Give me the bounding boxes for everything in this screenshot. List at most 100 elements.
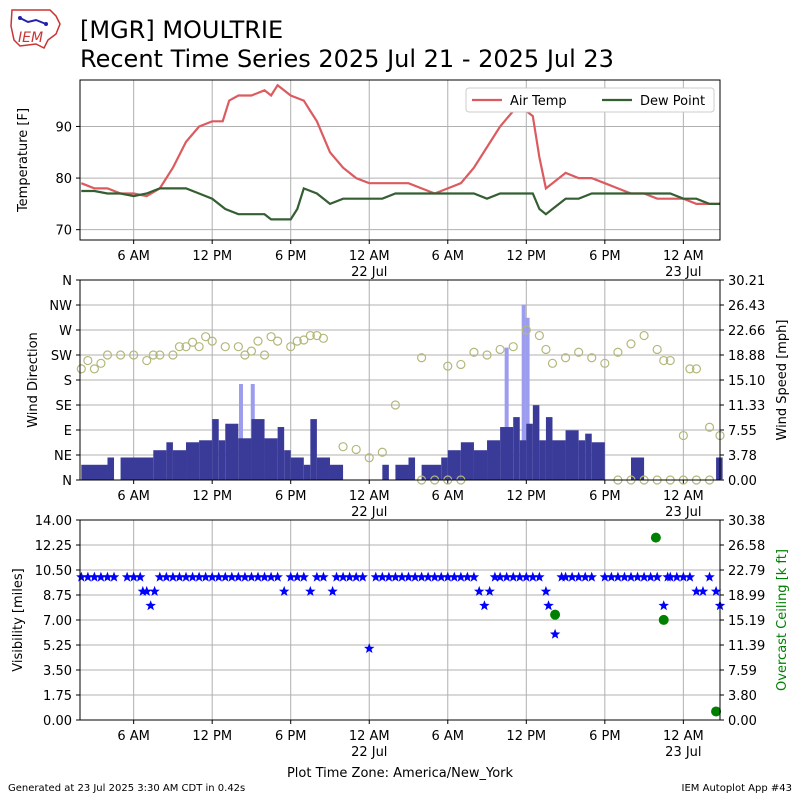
visibility-point <box>549 628 561 639</box>
visibility-point <box>128 571 139 582</box>
visibility-point <box>527 571 539 582</box>
wind-speed-bar <box>316 457 330 480</box>
visibility-point <box>468 571 480 582</box>
visibility-point <box>449 571 460 582</box>
legend-label: Air Temp <box>510 94 567 109</box>
wind-speed-bar <box>585 433 592 480</box>
wind-direction-point <box>652 344 662 355</box>
wind-direction-point <box>129 350 139 360</box>
x-tick-label: 6 PM <box>275 249 306 264</box>
x-tick-label: 22 Jul <box>351 745 387 760</box>
wind-direction-point <box>233 342 243 352</box>
x-tick-label: 12 PM <box>192 249 232 264</box>
y2-tick-label: 0.00 <box>728 714 757 729</box>
wind-direction-point <box>626 339 636 349</box>
x-tick-label: 12 AM <box>349 249 390 264</box>
wind-direction-point <box>443 361 453 371</box>
y2-tick-label: 30.21 <box>728 274 765 289</box>
wind-direction-point <box>691 364 702 374</box>
visibility-point <box>566 571 578 582</box>
visibility-point <box>645 571 656 582</box>
wind-speed-bar <box>172 450 187 480</box>
visibility-point <box>462 571 473 582</box>
y-tick-label: NW <box>49 299 72 314</box>
wind-direction-point <box>168 350 178 360</box>
visibility-point <box>318 571 329 582</box>
visibility-point <box>207 571 218 582</box>
visibility-point <box>89 571 100 582</box>
y2-tick-label: 11.39 <box>728 639 765 654</box>
visibility-point <box>474 585 485 596</box>
ceiling-point <box>650 532 661 543</box>
visibility-point <box>556 571 567 582</box>
wind-speed-bar <box>251 419 265 480</box>
y-tick-label: 14.00 <box>35 514 72 529</box>
visibility-point <box>145 600 156 611</box>
y2-tick-label: 15.19 <box>728 614 765 629</box>
wind-direction-point <box>253 336 263 346</box>
visibility-point <box>612 571 624 582</box>
visibility-point <box>259 571 270 582</box>
wind-speed-bar <box>120 457 154 480</box>
wind-speed-bar <box>539 440 546 480</box>
x-tick-label: 23 Jul <box>665 745 701 760</box>
wind-speed-bar <box>212 419 219 480</box>
wind-direction-point <box>547 358 558 368</box>
wind-speed-bar <box>578 440 586 480</box>
visibility-point <box>108 571 120 582</box>
wind-direction-point <box>102 350 113 360</box>
wind-direction-point <box>142 355 152 366</box>
visibility-point <box>691 585 702 596</box>
visibility-point <box>638 571 650 582</box>
visibility-point <box>606 571 617 582</box>
wind-speed-bar <box>513 417 520 480</box>
y2-tick-label: 22.66 <box>728 324 765 339</box>
x-tick-label: 6 PM <box>275 729 306 744</box>
iem-logo: IEM <box>6 6 64 50</box>
y-tick-label: N <box>62 274 72 289</box>
wind-direction-point <box>600 358 610 368</box>
wind-speed-bar <box>473 450 488 480</box>
x-tick-label: 6 AM <box>117 729 150 744</box>
visibility-point <box>665 571 676 582</box>
dew-point-line <box>81 186 720 221</box>
wind-gust-bar <box>521 304 526 480</box>
wind-direction-point <box>96 358 106 368</box>
legend-label: Dew Point <box>640 94 705 109</box>
visibility-point <box>252 571 264 582</box>
visibility-point <box>586 571 597 582</box>
wind-speed-bar <box>329 464 344 480</box>
wind-speed-bar <box>441 457 448 480</box>
y-tick-label: 3.50 <box>43 664 72 679</box>
wind-speed-bar <box>290 457 304 480</box>
wind-direction-point <box>613 347 623 357</box>
visibility-point <box>501 571 512 582</box>
wind-direction-point <box>220 342 230 352</box>
wind-speed-bar <box>519 440 527 480</box>
x-tick-label: 6 AM <box>432 729 465 744</box>
wind-direction-point <box>292 336 302 346</box>
visibility-point <box>678 571 689 582</box>
visibility-point <box>137 585 149 596</box>
visibility-point <box>651 571 663 582</box>
wind-direction-point <box>704 422 715 432</box>
wind-speed-bar <box>153 450 167 480</box>
wind-direction-point <box>521 325 531 335</box>
wind-direction-point <box>207 336 217 346</box>
y-axis-label: Visibility [miles] <box>11 568 26 671</box>
visibility-point <box>220 571 231 582</box>
wind-direction-point <box>181 342 191 352</box>
wind-direction-point <box>155 350 165 360</box>
x-axis-label: Plot Time Zone: America/New_York <box>287 766 514 781</box>
wind-speed-bar <box>631 457 645 480</box>
y-tick-label: 12.25 <box>35 539 72 554</box>
visibility-point <box>311 571 323 582</box>
y-tick-label: 90 <box>55 120 72 135</box>
wind-speed-bar <box>447 450 461 480</box>
visibility-point <box>95 571 107 582</box>
wind-speed-bar <box>310 419 317 480</box>
visibility-point <box>436 571 447 582</box>
y-axis-label: Temperature [F] <box>16 108 31 213</box>
wind-direction-point <box>560 353 571 363</box>
